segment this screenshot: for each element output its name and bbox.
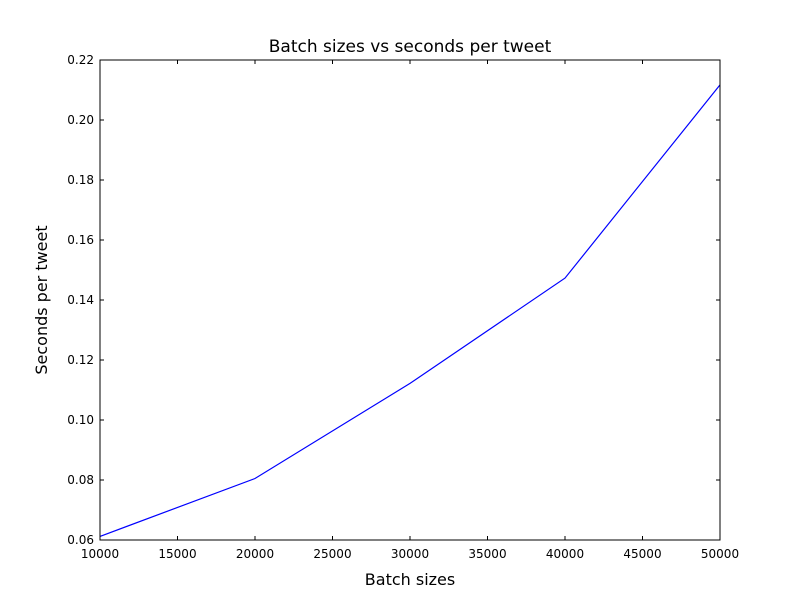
- x-tick-label: 10000: [81, 547, 119, 561]
- y-tick-label: 0.18: [67, 173, 94, 187]
- x-tick-label: 50000: [701, 547, 739, 561]
- y-tick-label: 0.08: [67, 473, 94, 487]
- x-tick-label: 45000: [623, 547, 661, 561]
- plot-frame: [99, 59, 721, 541]
- series-line: [99, 84, 721, 537]
- x-tick-label: 20000: [236, 547, 274, 561]
- chart-title: Batch sizes vs seconds per tweet: [269, 37, 552, 57]
- x-tick-label: 15000: [158, 547, 196, 561]
- x-tick-label: 25000: [313, 547, 351, 561]
- axis-ticks: 10000 15000 20000 25000 30000 35000 40000 45000…: [67, 53, 739, 561]
- y-tick-label: 0.06: [67, 533, 94, 547]
- y-axis-label: Seconds per tweet: [32, 225, 51, 374]
- x-axis-label: Batch sizes: [365, 570, 455, 589]
- x-tick-label: 30000: [391, 547, 429, 561]
- y-tick-label: 0.22: [67, 53, 94, 67]
- y-tick-label: 0.10: [67, 413, 94, 427]
- y-tick-label: 0.14: [67, 293, 94, 307]
- plot-lines: [99, 84, 721, 537]
- y-tick-label: 0.16: [67, 233, 94, 247]
- y-tick-label: 0.12: [67, 353, 94, 367]
- x-tick-label: 40000: [546, 547, 584, 561]
- x-tick-label: 35000: [468, 547, 506, 561]
- y-tick-label: 0.20: [67, 113, 94, 127]
